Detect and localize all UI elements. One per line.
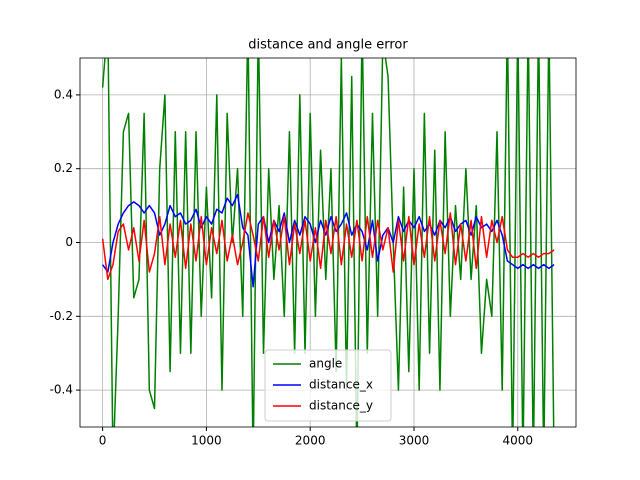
chart-title: distance and angle error: [248, 38, 408, 53]
plot-area: [101, 58, 555, 427]
series-line: [102, 193, 555, 288]
legend-label: distance_y: [309, 399, 373, 413]
y-tick-label: 0.2: [54, 161, 73, 175]
y-tick-label: -0.2: [50, 309, 73, 323]
series-line: [101, 212, 555, 281]
legend-label: angle: [309, 357, 342, 371]
x-tick-label: 4000: [503, 434, 534, 448]
legend-label: distance_x: [309, 378, 373, 392]
y-tick-label: 0: [65, 235, 73, 249]
x-tick-label: 2000: [295, 434, 326, 448]
x-tick-label: 3000: [399, 434, 430, 448]
x-tick-label: 1000: [191, 434, 222, 448]
legend-box: [264, 349, 392, 422]
y-tick-label: 0.4: [54, 87, 73, 101]
x-tick-label: 0: [99, 434, 107, 448]
y-tick-label: -0.4: [50, 383, 73, 397]
plot-frame: [79, 57, 577, 428]
